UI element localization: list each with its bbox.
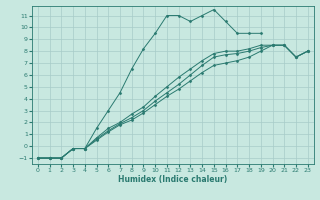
X-axis label: Humidex (Indice chaleur): Humidex (Indice chaleur) — [118, 175, 228, 184]
